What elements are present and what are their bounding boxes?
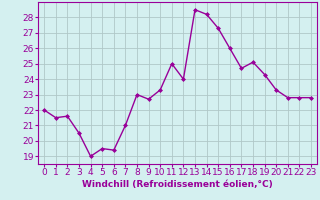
X-axis label: Windchill (Refroidissement éolien,°C): Windchill (Refroidissement éolien,°C): [82, 180, 273, 189]
